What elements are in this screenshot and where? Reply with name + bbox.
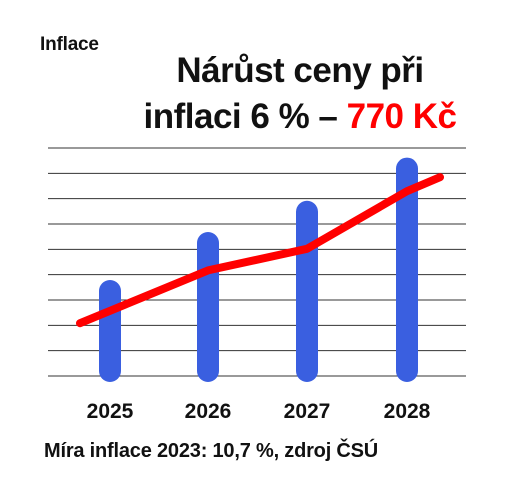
footnote: Míra inflace 2023: 10,7 %, zdroj ČSÚ xyxy=(44,440,379,462)
bar-2025 xyxy=(99,280,121,382)
bar-2027 xyxy=(296,200,318,382)
x-tick-label-2027: 2027 xyxy=(284,400,331,423)
line-series xyxy=(76,173,444,328)
bar-2026 xyxy=(197,232,219,382)
title-price: 770 Kč xyxy=(346,97,457,136)
title-line-2: inflaci 6 % – 770 Kč xyxy=(100,94,500,140)
x-axis-labels: 2025 2026 2027 2028 xyxy=(87,400,431,423)
bar-series xyxy=(99,157,418,382)
title-line-1: Nárůst ceny při xyxy=(176,51,424,90)
title-line-2-text: inflaci 6 % – xyxy=(143,97,347,136)
x-tick-label-2026: 2026 xyxy=(185,400,232,423)
bar-2028 xyxy=(396,157,418,382)
category-tag: Inflace xyxy=(40,34,99,55)
x-tick-label-2025: 2025 xyxy=(87,400,134,423)
chart-title: Nárůst ceny při inflaci 6 % – 770 Kč xyxy=(100,48,500,140)
x-tick-label-2028: 2028 xyxy=(384,400,431,423)
